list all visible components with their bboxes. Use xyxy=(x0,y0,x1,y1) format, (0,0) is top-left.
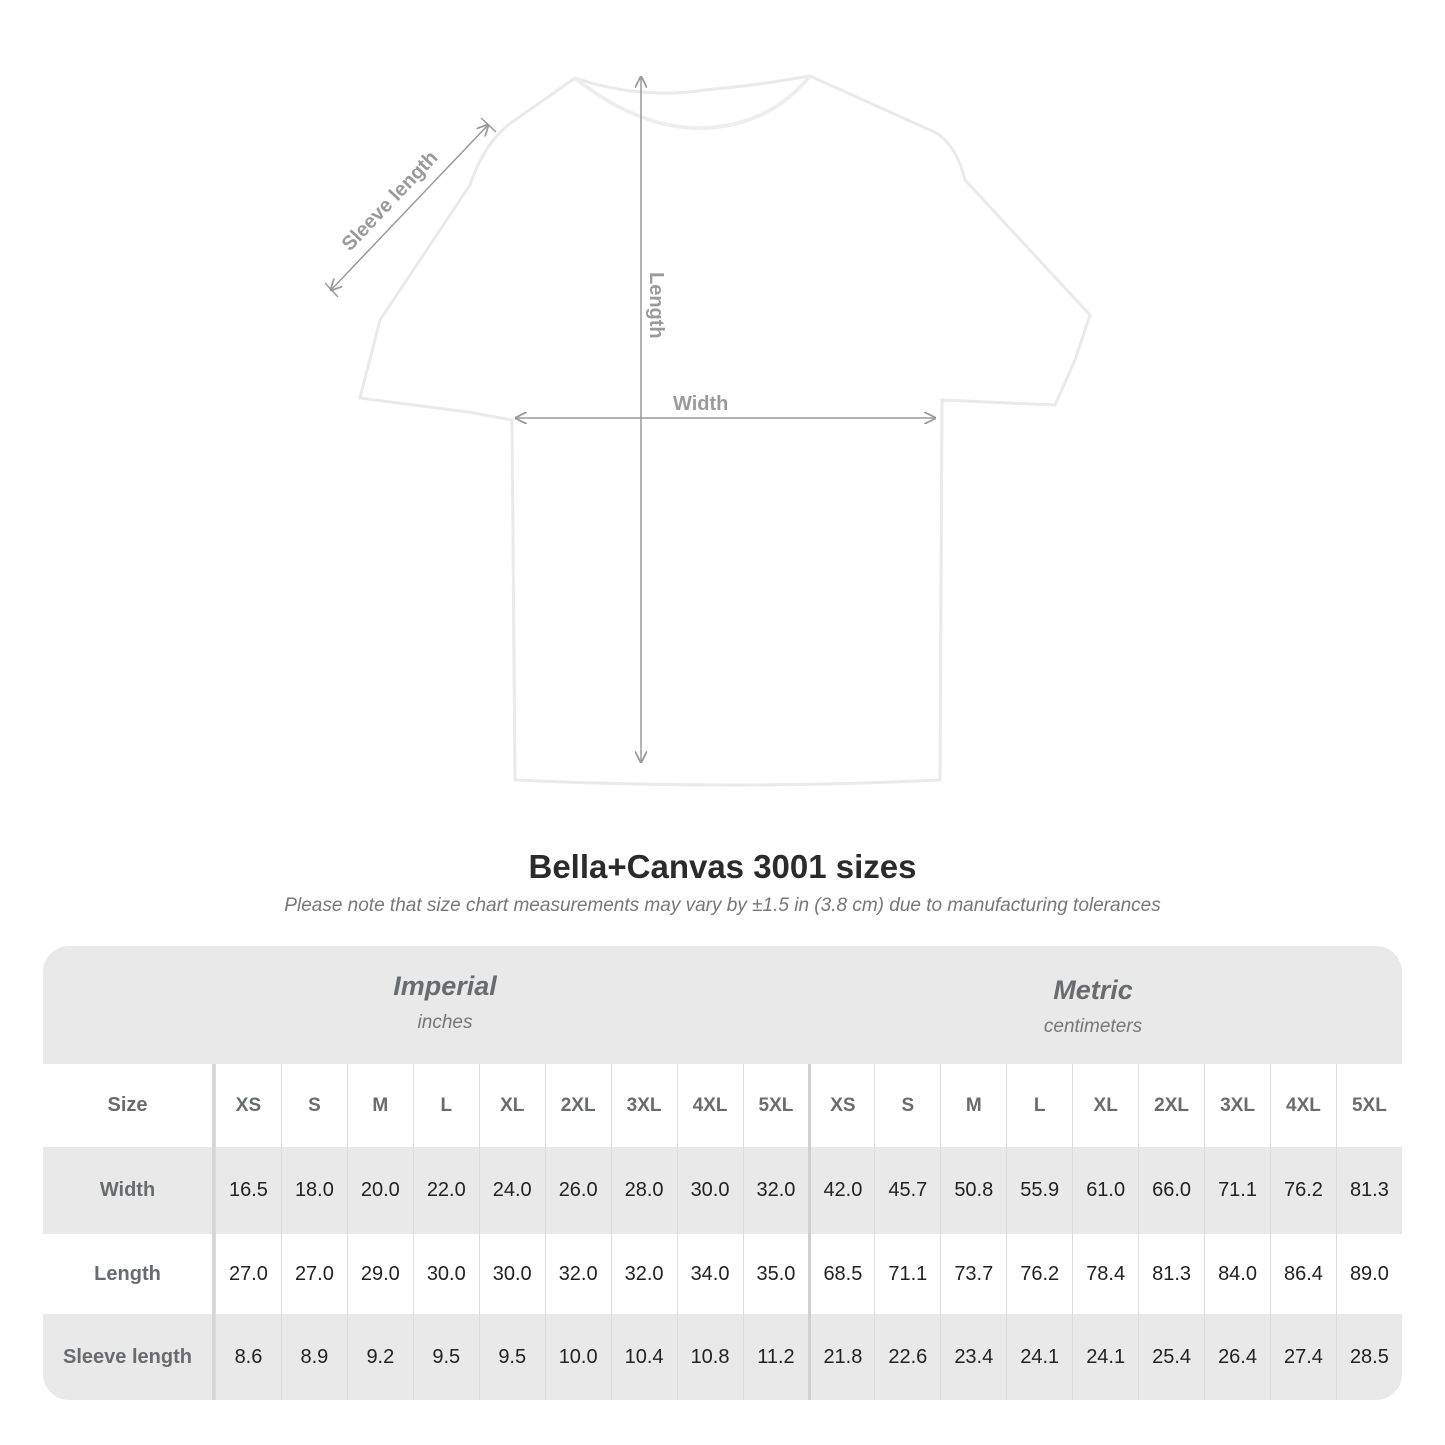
size-header-row: Size XS S M L XL 2XL 3XL 4XL 5XL XS S M L XL 2XL 3XL 4XL 5… xyxy=(43,1064,1402,1147)
size-cell: XS xyxy=(808,1064,874,1147)
value-cell: 28.5 xyxy=(1335,1314,1402,1400)
metric-header: Metric centimeters xyxy=(863,946,1323,1093)
value-cell: 24.1 xyxy=(1072,1314,1138,1400)
value-cell: 9.5 xyxy=(478,1314,545,1400)
value-cell: 27.0 xyxy=(280,1234,347,1314)
size-cell: L xyxy=(1006,1064,1072,1147)
value-cell: 20.0 xyxy=(346,1147,413,1234)
value-cell: 22.0 xyxy=(412,1147,479,1234)
width-label: Width xyxy=(673,393,728,415)
value-cell: 10.4 xyxy=(610,1314,677,1400)
value-cell: 55.9 xyxy=(1006,1147,1072,1234)
value-cell: 78.4 xyxy=(1072,1234,1138,1314)
value-cell: 25.4 xyxy=(1138,1314,1204,1400)
value-cell: 32.0 xyxy=(544,1234,611,1314)
metric-label: Metric xyxy=(1053,975,1133,1005)
table-row: Length 27.0 27.0 29.0 30.0 30.0 32.0 32.0 34.0 35… xyxy=(43,1234,1402,1314)
value-cell: 32.0 xyxy=(610,1234,677,1314)
table-row: Width 16.5 18.0 20.0 22.0 24.0 26.0 28.0 30.0 32.… xyxy=(43,1147,1402,1234)
value-cell: 30.0 xyxy=(478,1234,545,1314)
value-cell: 76.2 xyxy=(1270,1147,1336,1234)
size-cell: 3XL xyxy=(1204,1064,1270,1147)
table-row: Sleeve length 8.6 8.9 9.2 9.5 9.5 10.0 10.4 10.8… xyxy=(43,1314,1402,1400)
size-cell: 5XL xyxy=(742,1064,809,1147)
value-cell: 29.0 xyxy=(346,1234,413,1314)
size-cell: S xyxy=(280,1064,347,1147)
size-cell: M xyxy=(940,1064,1006,1147)
tshirt-shape xyxy=(358,74,1092,787)
row-label: Sleeve length xyxy=(43,1314,215,1400)
size-cell: S xyxy=(874,1064,940,1147)
value-cell: 50.8 xyxy=(940,1147,1006,1234)
value-cell: 27.0 xyxy=(215,1234,281,1314)
value-cell: 34.0 xyxy=(676,1234,743,1314)
value-cell: 86.4 xyxy=(1270,1234,1336,1314)
size-cell: 2XL xyxy=(544,1064,611,1147)
tshirt-diagram: Length Width Sleeve length xyxy=(324,74,1092,787)
size-cell: 4XL xyxy=(1270,1064,1336,1147)
value-cell: 8.9 xyxy=(280,1314,347,1400)
value-cell: 71.1 xyxy=(874,1234,940,1314)
size-cell: M xyxy=(346,1064,413,1147)
imperial-header: Imperial inches xyxy=(215,946,675,1089)
value-cell: 71.1 xyxy=(1204,1147,1270,1234)
value-cell: 45.7 xyxy=(874,1147,940,1234)
chart-title: Bella+Canvas 3001 sizes xyxy=(528,848,917,885)
value-cell: 16.5 xyxy=(215,1147,281,1234)
value-cell: 42.0 xyxy=(808,1147,874,1234)
metric-unit: centimeters xyxy=(1043,1016,1143,1037)
value-cell: 9.5 xyxy=(412,1314,479,1400)
row-label: Length xyxy=(43,1234,215,1314)
value-cell: 27.4 xyxy=(1270,1314,1336,1400)
value-cell: 89.0 xyxy=(1335,1234,1402,1314)
value-cell: 22.6 xyxy=(874,1314,940,1400)
value-cell: 81.3 xyxy=(1335,1147,1402,1234)
value-cell: 26.0 xyxy=(544,1147,611,1234)
value-cell: 24.0 xyxy=(478,1147,545,1234)
value-cell: 32.0 xyxy=(742,1147,809,1234)
size-cell: 3XL xyxy=(610,1064,677,1147)
value-cell: 28.0 xyxy=(610,1147,677,1234)
value-cell: 10.8 xyxy=(676,1314,743,1400)
sleeve-arrow xyxy=(331,125,488,290)
value-cell: 18.0 xyxy=(280,1147,347,1234)
length-label: Length xyxy=(645,272,667,339)
size-cell: XL xyxy=(1072,1064,1138,1147)
value-cell: 66.0 xyxy=(1138,1147,1204,1234)
value-cell: 8.6 xyxy=(215,1314,281,1400)
imperial-label: Imperial xyxy=(393,971,497,1001)
size-table: Imperial inches Metric centimeters Size X… xyxy=(43,946,1402,1400)
value-cell: 23.4 xyxy=(940,1314,1006,1400)
row-label: Size xyxy=(43,1064,215,1147)
value-cell: 10.0 xyxy=(544,1314,611,1400)
value-cell: 26.4 xyxy=(1204,1314,1270,1400)
value-cell: 11.2 xyxy=(742,1314,809,1400)
value-cell: 9.2 xyxy=(346,1314,413,1400)
value-cell: 84.0 xyxy=(1204,1234,1270,1314)
value-cell: 76.2 xyxy=(1006,1234,1072,1314)
imperial-unit: inches xyxy=(417,1012,473,1033)
size-cell: 2XL xyxy=(1138,1064,1204,1147)
value-cell: 30.0 xyxy=(412,1234,479,1314)
size-cell: 4XL xyxy=(676,1064,743,1147)
value-cell: 35.0 xyxy=(742,1234,809,1314)
row-label: Width xyxy=(43,1147,215,1234)
value-cell: 21.8 xyxy=(808,1314,874,1400)
size-cell: 5XL xyxy=(1335,1064,1402,1147)
size-cell: XS xyxy=(215,1064,281,1147)
sleeve-length-label: Sleeve length xyxy=(338,147,443,256)
value-cell: 68.5 xyxy=(808,1234,874,1314)
value-cell: 61.0 xyxy=(1072,1147,1138,1234)
size-cell: L xyxy=(412,1064,479,1147)
value-cell: 73.7 xyxy=(940,1234,1006,1314)
size-cell: XL xyxy=(478,1064,545,1147)
value-cell: 81.3 xyxy=(1138,1234,1204,1314)
value-cell: 24.1 xyxy=(1006,1314,1072,1400)
chart-subtitle: Please note that size chart measurements… xyxy=(284,895,1161,916)
value-cell: 30.0 xyxy=(676,1147,743,1234)
